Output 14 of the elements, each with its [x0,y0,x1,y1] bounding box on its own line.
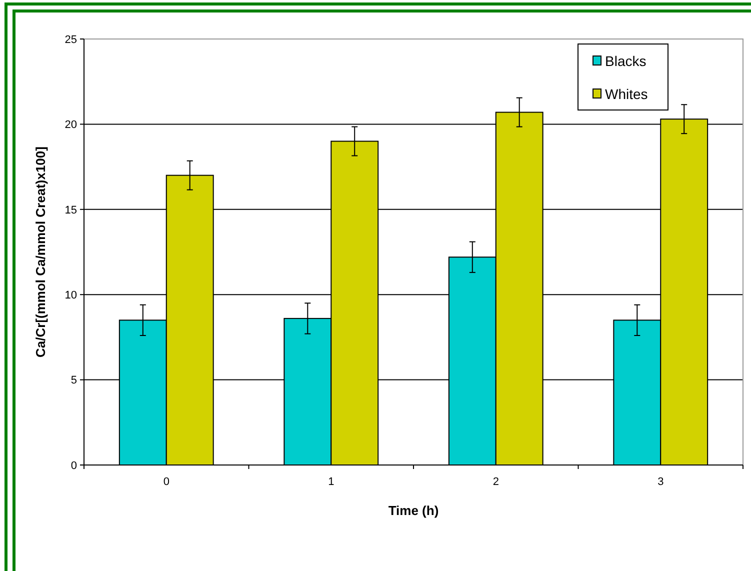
y-tick-label: 15 [64,204,77,216]
x-tick-label: 2 [492,476,499,488]
x-axis-title: Time (h) [388,503,439,518]
x-tick-label: 3 [658,476,664,488]
legend-label: Blacks [605,52,646,69]
x-tick-label: 1 [328,476,334,488]
y-axis-title: Ca/Cr[(mmol Ca/mmol Creat)x100] [33,146,48,358]
legend-label: Whites [605,86,648,102]
y-tick-label: 25 [64,34,77,46]
y-tick-label: 0 [70,460,77,472]
x-tick-label: 0 [163,476,170,488]
y-tick-label: 10 [64,289,77,302]
y-tick-label: 20 [64,119,77,132]
y-tick-label: 5 [70,374,77,387]
